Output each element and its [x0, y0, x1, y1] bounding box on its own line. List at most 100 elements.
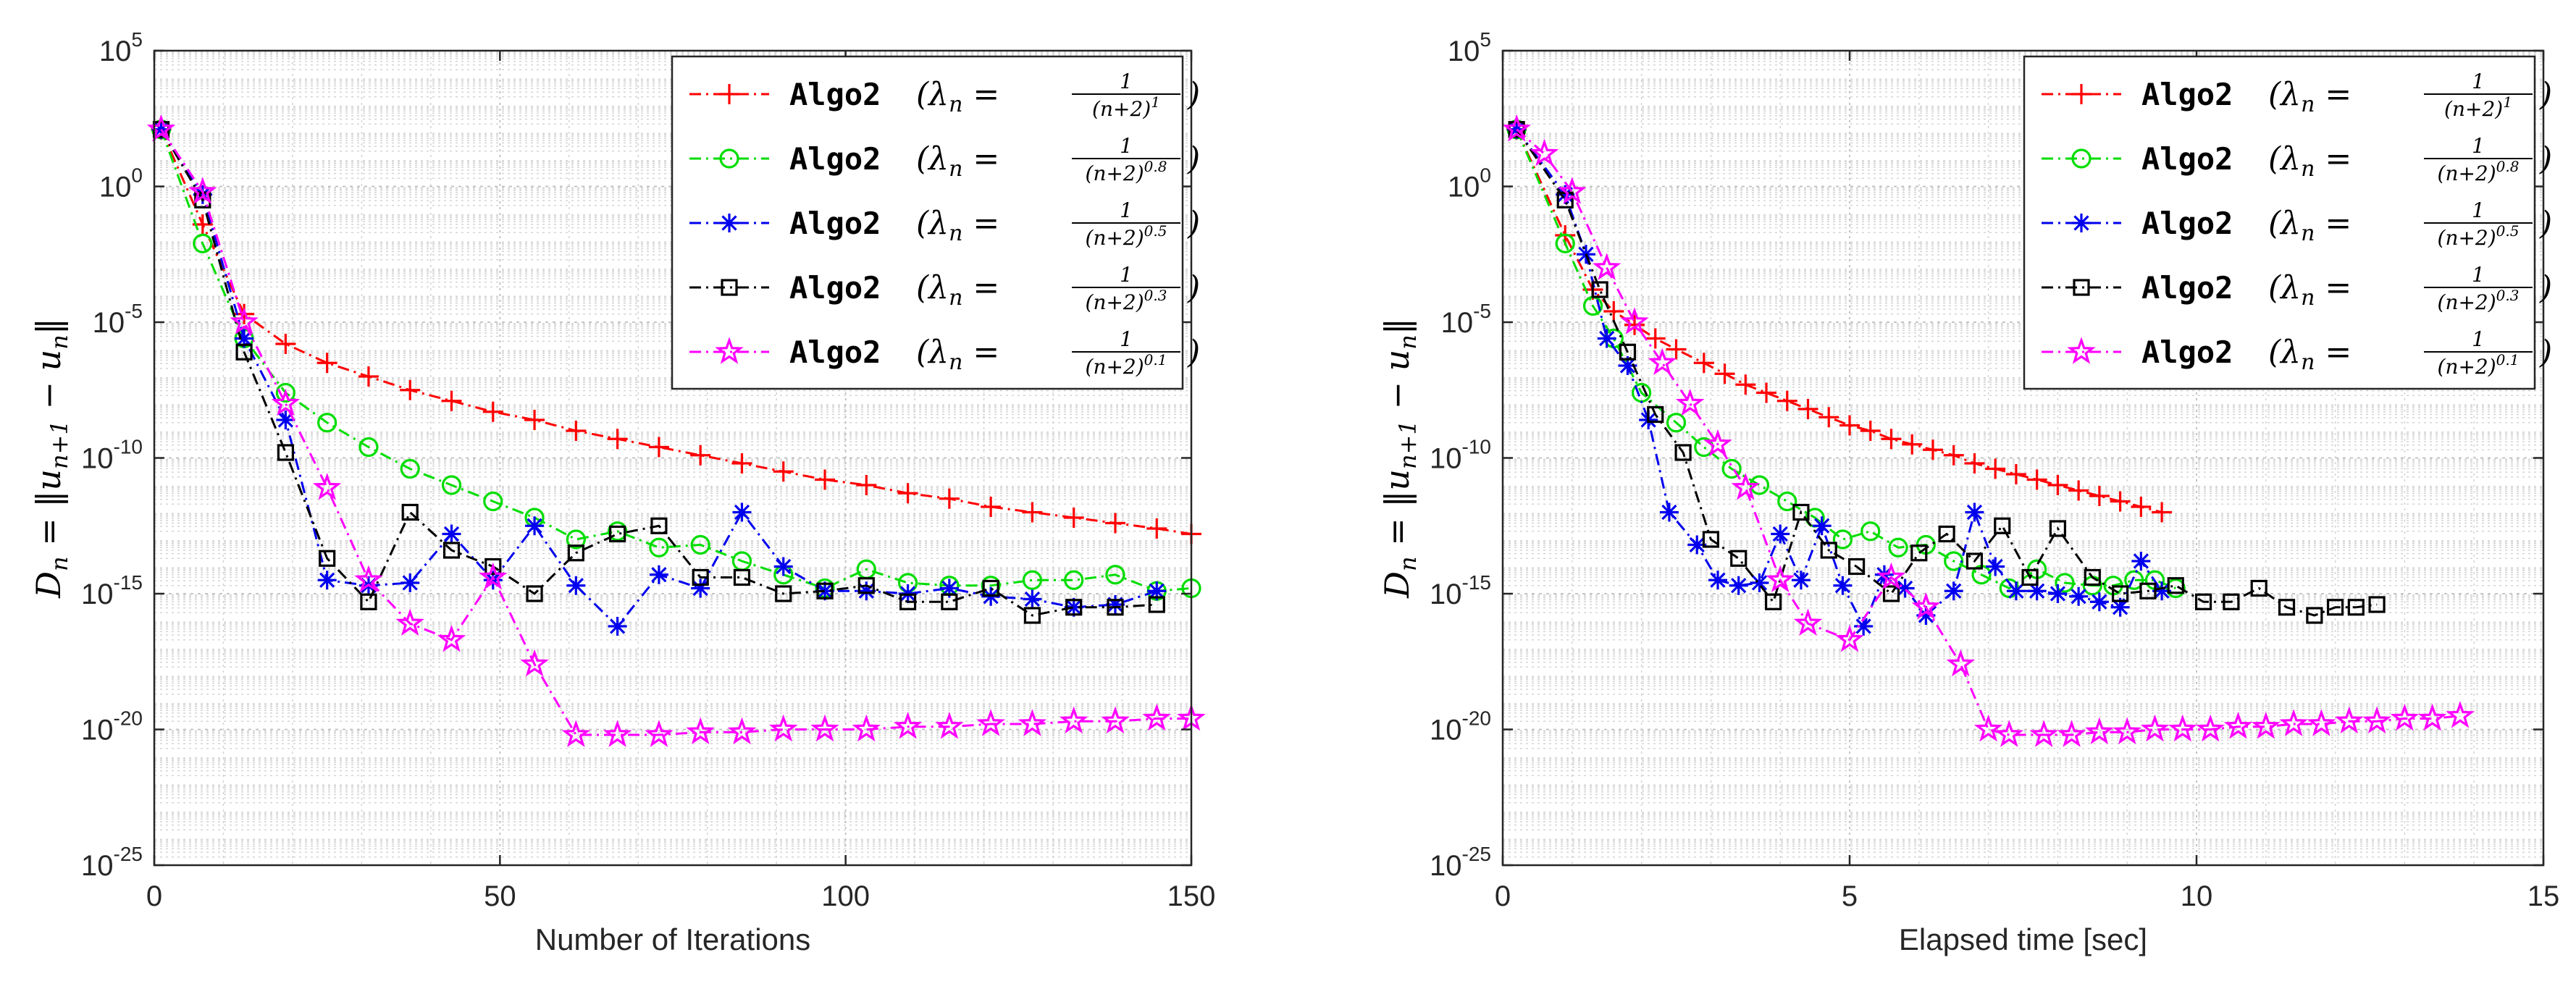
y-tick-label: 10-10	[81, 436, 143, 475]
data-point-plus	[524, 410, 545, 430]
data-point-star	[2140, 714, 2170, 742]
data-point-star	[1835, 625, 1864, 652]
data-point-square	[277, 444, 294, 461]
series-line-star	[160, 128, 1191, 736]
y-tick-label: 100	[1448, 164, 1491, 203]
data-point-star	[1731, 473, 1761, 500]
data-point-star	[2029, 720, 2059, 747]
data-point-asterisk	[1791, 571, 1811, 590]
data-point-square	[1965, 552, 1984, 570]
x-tick-label: 150	[1167, 880, 1216, 912]
y-tick-label: 10-5	[93, 300, 143, 339]
data-point-square	[526, 585, 543, 602]
legend-marker-plus	[719, 84, 739, 104]
legend-marker-asterisk	[2072, 214, 2091, 232]
data-point-plus	[1797, 399, 1818, 419]
legend-marker-plus	[2071, 84, 2092, 104]
legend-close-paren: )	[2539, 205, 2552, 242]
data-point-plus	[1063, 508, 1084, 528]
data-point-star	[2446, 701, 2475, 728]
data-point-plus	[731, 453, 752, 474]
data-point-square	[2278, 599, 2296, 616]
data-point-circle	[1777, 491, 1797, 512]
data-point-circle	[1105, 565, 1125, 585]
legend-marker-star	[2067, 337, 2096, 364]
data-point-plus	[1104, 513, 1125, 534]
x-tick-label: 50	[484, 880, 516, 912]
data-point-asterisk	[1687, 535, 1707, 555]
data-point-circle	[358, 437, 379, 458]
legend-close-paren: )	[1187, 334, 1200, 371]
data-point-square	[982, 579, 999, 597]
data-point-star	[2390, 703, 2420, 731]
data-point-square	[1148, 596, 1165, 613]
data-point-square	[1847, 557, 1866, 576]
y-tick-label: 10-15	[1430, 571, 1491, 610]
data-point-square	[692, 568, 709, 586]
data-point-asterisk	[1105, 595, 1125, 614]
data-point-circle	[193, 233, 213, 253]
data-point-asterisk	[1944, 581, 1963, 601]
data-point-star	[520, 649, 549, 677]
data-point-circle	[275, 382, 295, 403]
y-axis-label: Dn = ‖un+1 − un‖	[1377, 318, 1422, 599]
data-point-plus	[939, 488, 960, 509]
data-point-star	[561, 720, 591, 747]
data-point-asterisk	[1965, 502, 1984, 522]
data-point-asterisk	[483, 571, 503, 590]
data-point-star	[188, 177, 217, 204]
data-point-square	[1792, 503, 1810, 521]
data-point-plus	[1735, 374, 1756, 395]
series-line-star	[1516, 128, 2461, 736]
x-tick-label: 100	[821, 880, 870, 912]
data-point-square	[857, 577, 875, 594]
data-point-square	[1107, 599, 1124, 616]
data-point-star	[2057, 720, 2086, 747]
data-point-star	[1793, 608, 1823, 636]
legend-marker-square	[2073, 279, 2090, 296]
legend-close-paren: )	[2539, 269, 2552, 306]
legend-close-paren: )	[1187, 205, 1200, 242]
legend-marker-star	[715, 337, 744, 364]
data-point-square	[1619, 343, 1637, 361]
legend-frac-numerator: 1	[1120, 70, 1133, 93]
data-point-plus	[566, 421, 587, 441]
data-point-square	[2306, 607, 2323, 624]
data-point-plus	[2026, 469, 2047, 490]
data-point-square	[1702, 531, 1719, 548]
x-tick-label: 0	[146, 880, 162, 912]
data-point-star	[1592, 253, 1621, 280]
data-point-plus	[773, 461, 794, 482]
legend-label-name: Algo2	[789, 77, 881, 112]
y-tick-label: 10-10	[1430, 436, 1491, 475]
data-point-asterisk	[276, 411, 295, 429]
legend-frac-denominator: (n+2)0.3	[1086, 287, 1167, 314]
series-line-square	[160, 128, 1157, 617]
legend-frac-numerator: 1	[2472, 263, 2485, 287]
data-point-asterisk	[2089, 592, 2109, 612]
data-point-star	[976, 709, 1005, 736]
legend: Algo2 (λn = 1(n+2)1)Algo2 (λn = 1(n+2)0.8)Al…	[2023, 55, 2552, 390]
data-point-square	[2167, 577, 2184, 594]
data-point-square	[816, 582, 834, 599]
data-point-plus	[1666, 339, 1687, 360]
data-point-star	[645, 720, 674, 747]
legend-close-paren: )	[2539, 76, 2552, 113]
data-point-asterisk	[1854, 617, 1874, 636]
data-point-square	[360, 593, 377, 610]
data-point-circle	[649, 537, 669, 557]
data-point-star	[1530, 138, 1559, 167]
data-point-asterisk	[2027, 581, 2047, 601]
data-point-square	[650, 517, 668, 534]
data-point-plus	[690, 445, 711, 466]
data-point-circle	[608, 521, 628, 542]
data-point-star	[2362, 706, 2391, 734]
data-point-star	[2168, 714, 2197, 742]
legend-label-lambda: (λn =	[916, 76, 999, 117]
data-point-plus	[1818, 407, 1839, 428]
grid	[1503, 50, 2543, 866]
data-point-star	[395, 608, 424, 636]
x-tick-label: 5	[1842, 880, 1858, 912]
